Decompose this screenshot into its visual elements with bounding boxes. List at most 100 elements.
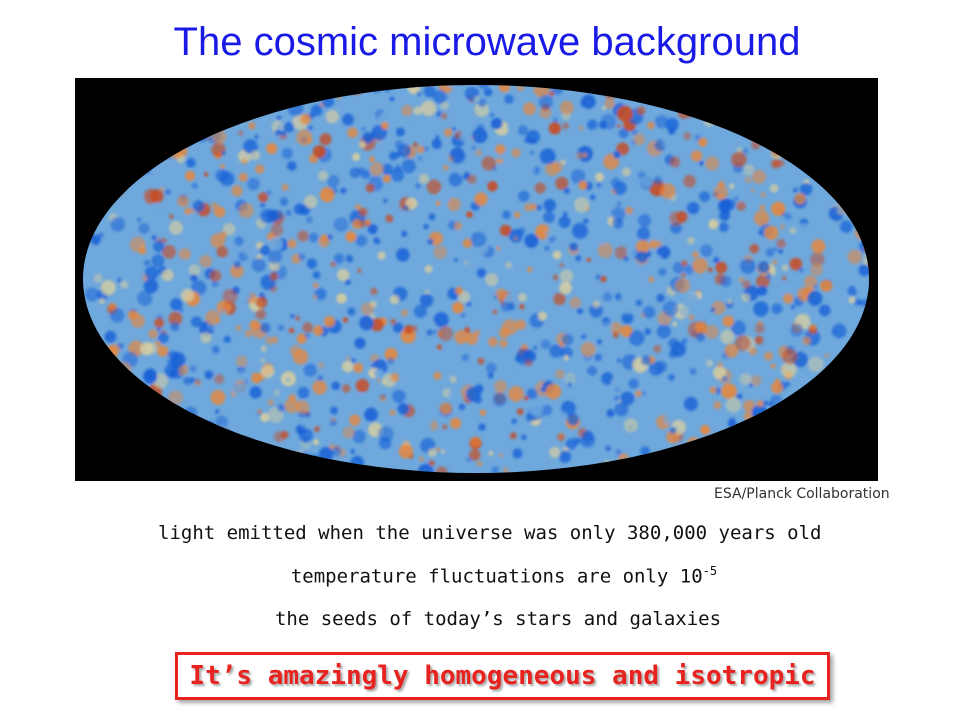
cmb-texture-spot — [182, 455, 192, 465]
cmb-texture-spot — [475, 149, 483, 157]
cmb-texture-spot — [540, 387, 546, 393]
cmb-texture-spot — [775, 143, 780, 148]
cmb-texture-spot — [810, 263, 823, 276]
cmb-texture-spot — [432, 420, 437, 425]
cmb-texture-spot — [90, 191, 96, 198]
cmb-texture-spot — [314, 426, 320, 432]
cmb-texture-spot — [591, 338, 597, 344]
cmb-texture-spot — [638, 459, 650, 472]
cmb-texture-spot — [147, 106, 157, 116]
cmb-texture-spot — [823, 95, 833, 105]
cmb-texture-spot — [782, 275, 787, 281]
cmb-texture-spot — [861, 316, 869, 328]
cmb-texture-spot — [270, 115, 277, 122]
cmb-texture-spot — [552, 250, 562, 260]
cmb-texture-spot — [740, 251, 746, 257]
cmb-texture-spot — [548, 122, 561, 135]
cmb-texture-spot — [728, 449, 743, 464]
cmb-texture-spot — [631, 140, 636, 145]
cmb-texture-spot — [423, 85, 436, 98]
cmb-texture-spot — [458, 169, 465, 176]
cmb-texture-spot — [605, 445, 611, 451]
cmb-texture-spot — [417, 156, 422, 161]
cmb-texture-spot — [563, 355, 569, 361]
cmb-texture-spot — [493, 295, 498, 300]
cmb-texture-spot — [142, 92, 152, 102]
cmb-texture-spot — [336, 293, 347, 304]
cmb-texture-spot — [471, 146, 476, 150]
cmb-texture-spot — [333, 253, 345, 264]
cmb-texture-spot — [345, 254, 354, 263]
cmb-texture-spot — [259, 202, 266, 208]
cmb-texture-spot — [309, 219, 320, 230]
cmb-texture-spot — [617, 105, 633, 122]
cmb-texture-spot — [843, 361, 853, 372]
cmb-texture-spot — [495, 144, 506, 155]
cmb-texture-spot — [569, 296, 581, 309]
cmb-texture-spot — [173, 438, 182, 447]
cmb-texture-spot — [83, 402, 96, 415]
cmb-texture-spot — [606, 174, 614, 181]
cmb-texture-spot — [298, 452, 311, 466]
cmb-texture-spot — [453, 96, 469, 112]
cmb-texture-spot — [780, 139, 795, 155]
cmb-texture-spot — [213, 92, 230, 109]
cmb-texture-spot — [287, 239, 297, 249]
cmb-texture-spot — [110, 217, 125, 232]
cmb-texture-spot — [717, 91, 727, 102]
cmb-texture-spot — [352, 153, 361, 161]
cmb-texture-spot — [355, 379, 370, 393]
cmb-texture-spot — [764, 351, 773, 361]
cmb-texture-spot — [752, 169, 766, 184]
cmb-texture-spot — [713, 257, 720, 264]
cmb-texture-spot — [811, 142, 818, 149]
cmb-texture-spot — [423, 145, 429, 152]
cmb-texture-spot — [155, 124, 168, 137]
cmb-texture-spot — [692, 257, 708, 274]
cmb-texture-spot — [306, 216, 313, 224]
cmb-texture-spot — [365, 219, 371, 225]
cmb-texture-spot — [613, 150, 621, 159]
cmb-texture-spot — [144, 266, 159, 280]
cmb-texture-spot — [168, 311, 183, 326]
cmb-texture-spot — [332, 447, 342, 457]
cmb-texture-spot — [369, 156, 375, 163]
cmb-texture-spot — [86, 345, 91, 350]
cmb-texture-spot — [323, 316, 335, 328]
cmb-texture-spot — [671, 341, 686, 357]
cmb-texture-spot — [242, 242, 256, 257]
cmb-texture-spot — [401, 230, 408, 237]
cmb-texture-spot — [829, 397, 840, 408]
cmb-texture-spot — [620, 325, 633, 338]
cmb-texture-spot — [709, 386, 717, 394]
cmb-texture-spot — [125, 85, 139, 91]
cmb-texture-spot — [562, 211, 568, 217]
cmb-texture-spot — [872, 162, 878, 171]
cmb-texture-spot — [715, 261, 728, 274]
cmb-texture-spot — [565, 438, 577, 450]
cmb-texture-spot — [710, 307, 716, 313]
cmb-texture-spot — [860, 317, 869, 330]
cmb-texture-spot — [219, 231, 228, 239]
cmb-texture-spot — [859, 85, 869, 86]
cmb-texture-spot — [484, 286, 498, 300]
cmb-texture-spot — [430, 422, 439, 431]
cmb-texture-spot — [369, 85, 385, 88]
cmb-texture-spot — [794, 476, 800, 481]
cmb-texture-spot — [736, 201, 746, 211]
cmb-texture-spot — [281, 183, 289, 191]
cmb-texture-spot — [553, 292, 566, 306]
cmb-texture-spot — [315, 244, 322, 251]
cmb-texture-spot — [743, 400, 756, 412]
cmb-texture-spot — [555, 85, 561, 86]
cmb-texture-spot — [688, 145, 695, 152]
cmb-texture-spot — [713, 185, 729, 200]
cmb-texture-spot — [583, 375, 590, 381]
cmb-texture-spot — [203, 124, 215, 136]
cmb-texture-spot — [618, 128, 629, 139]
cmb-texture-spot — [846, 130, 858, 143]
cmb-texture-spot — [598, 79, 602, 83]
cmb-texture-spot — [487, 372, 494, 379]
cmb-texture-spot — [273, 455, 282, 463]
cmb-texture-spot — [347, 127, 358, 138]
